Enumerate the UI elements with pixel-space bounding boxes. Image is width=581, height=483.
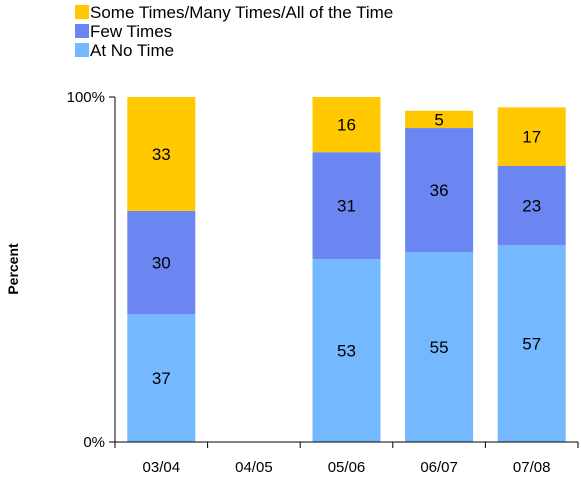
data-label-some-times-many-times-all-of-the-time-03-04: 33 [152,145,171,164]
bar-at-no-time-05-06 [312,259,381,442]
legend-swatch-some-times-many-times-all-of-the-time [75,5,89,19]
x-tick-label-07-08: 07/08 [513,459,551,476]
x-tick-label-05-06: 05/06 [328,459,366,476]
bar-some-times-many-times-all-of-the-time-03-04 [127,97,196,211]
bar-at-no-time-07-08 [497,245,566,442]
legend-swatch-at-no-time [75,43,89,57]
x-tick-label-06-07: 06/07 [420,459,458,476]
bar-some-times-many-times-all-of-the-time-06-07 [405,110,474,129]
y-tick-label-100: 100% [67,89,105,106]
bar-some-times-many-times-all-of-the-time-05-06 [312,97,381,153]
axes-group: 0% 100% 03/04 04/05 05/06 06/07 07/08 [67,89,579,476]
legend-label-at-no-time: At No Time [90,41,174,60]
data-label-at-no-time-06-07: 55 [430,338,449,357]
legend: Some Times/Many Times/All of the TimeFew… [75,3,393,60]
legend-label-some-times-many-times-all-of-the-time: Some Times/Many Times/All of the Time [90,3,393,22]
data-label-few-times-07-08: 23 [522,197,541,216]
bar-few-times-05-06 [312,152,381,260]
bar-few-times-06-07 [405,128,474,253]
data-label-at-no-time-03-04: 37 [152,369,171,388]
data-label-few-times-05-06: 31 [337,197,356,216]
y-tick-label-0: 0% [83,434,105,451]
legend-swatch-few-times [75,24,89,38]
legend-label-few-times: Few Times [90,22,172,41]
bars-group: 37 30 33 53 31 16 55 36 5 57 23 17 [127,97,566,442]
bar-few-times-07-08 [497,166,566,246]
data-label-some-times-many-times-all-of-the-time-07-08: 17 [522,128,541,147]
data-label-few-times-06-07: 36 [430,181,449,200]
data-label-at-no-time-05-06: 53 [337,342,356,361]
bar-some-times-many-times-all-of-the-time-07-08 [497,107,566,166]
bar-few-times-03-04 [127,210,196,315]
x-tick-label-03-04: 03/04 [143,459,181,476]
bar-at-no-time-06-07 [405,252,474,442]
bar-at-no-time-03-04 [127,314,196,442]
y-axis-title: Percent [5,243,21,295]
data-label-few-times-03-04: 30 [152,254,171,273]
data-label-some-times-many-times-all-of-the-time-05-06: 16 [337,116,356,135]
data-label-some-times-many-times-all-of-the-time-06-07: 5 [434,110,443,129]
x-tick-label-04-05: 04/05 [235,459,273,476]
data-label-at-no-time-07-08: 57 [522,335,541,354]
